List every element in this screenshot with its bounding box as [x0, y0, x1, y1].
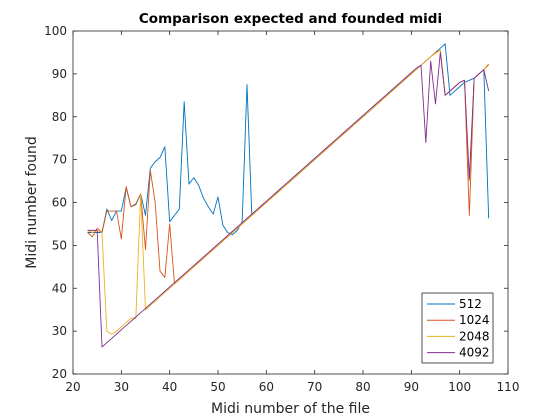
x-tick-label: 90: [404, 380, 419, 394]
y-tick-label: 70: [52, 153, 67, 167]
x-axis: 20 30 40 50 60 70 80 90 100 110: [65, 31, 519, 394]
series-line-4092: [87, 51, 490, 348]
x-axis-label: Midi number of the file: [211, 401, 370, 417]
x-tick-label: 50: [210, 380, 225, 394]
y-axis-label: Midi number found: [24, 136, 40, 268]
y-tick-label: 80: [52, 110, 67, 124]
series-lines: [87, 43, 490, 348]
legend-label: 512: [459, 297, 482, 311]
legend-label: 2048: [459, 329, 490, 343]
y-tick-label: 100: [44, 24, 67, 38]
x-tick-label: 70: [307, 380, 322, 394]
x-tick-label: 40: [162, 380, 177, 394]
x-tick-label: 80: [355, 380, 370, 394]
y-tick-label: 60: [52, 196, 67, 210]
x-tick-label: 110: [497, 380, 520, 394]
x-tick-label: 100: [448, 380, 471, 394]
legend-box: [421, 292, 494, 364]
x-tick-label: 30: [114, 380, 129, 394]
series-line-2048: [87, 49, 489, 335]
legend-label: 1024: [459, 313, 490, 327]
y-tick-label: 50: [52, 238, 67, 252]
y-axis: 20 30 40 50 60 70 80 90 100: [44, 24, 508, 381]
y-tick-label: 90: [52, 67, 67, 81]
y-tick-label: 30: [52, 324, 67, 338]
x-tick-label: 20: [65, 380, 80, 394]
chart-title: Comparison expected and founded midi: [139, 11, 442, 27]
x-tick-label: 60: [259, 380, 274, 394]
y-tick-label: 20: [52, 367, 67, 381]
legend-label: 4092: [459, 346, 490, 360]
y-tick-label: 40: [52, 281, 67, 295]
legend: 512 1024 2048 4092: [421, 292, 494, 364]
